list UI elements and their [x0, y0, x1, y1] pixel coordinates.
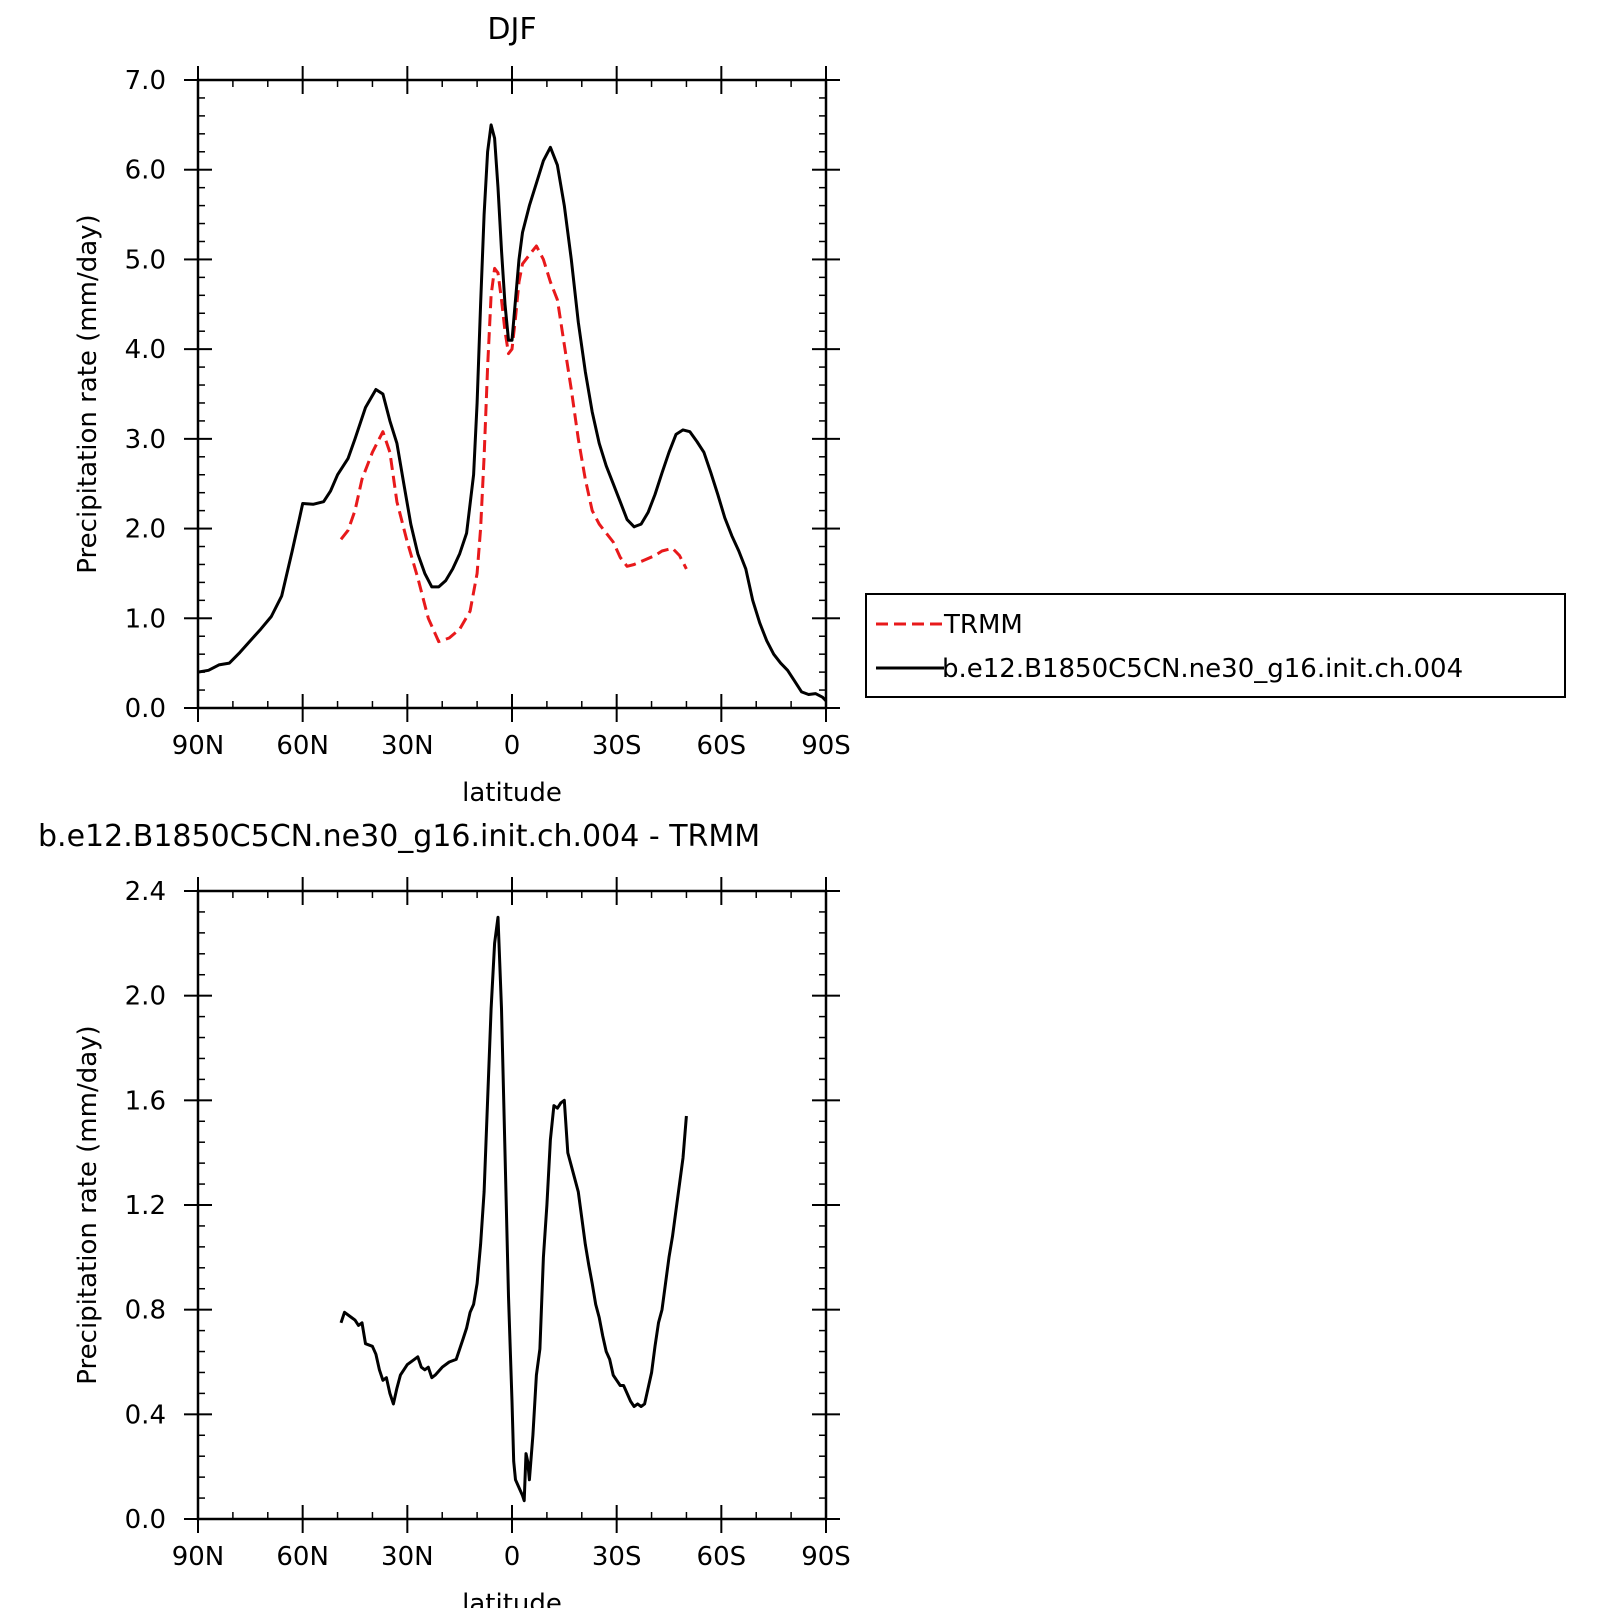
bottom-panel: b.e12.B1850C5CN.ne30_g16.init.ch.004 - T…: [38, 819, 851, 1608]
bottom-x-tick-label: 60N: [276, 1542, 329, 1572]
legend-label-model: b.e12.B1850C5CN.ne30_g16.init.ch.004: [942, 654, 1463, 684]
bottom-x-tick-label: 30S: [592, 1542, 642, 1572]
top-x-tick-label: 90S: [801, 731, 851, 761]
bottom-x-tick-label: 90S: [801, 1542, 851, 1572]
top-x-tick-label: 0: [504, 731, 521, 761]
top-series-line-1: [197, 123, 828, 702]
legend-box: [865, 593, 1566, 698]
legend-label-trmm: TRMM: [943, 610, 1023, 640]
top-x-tick-label: 60S: [697, 731, 747, 761]
top-series-line-0: [339, 244, 688, 644]
top-y-tick-label: 0.0: [125, 694, 166, 724]
bottom-y-tick-label: 0.0: [125, 1505, 166, 1535]
top-x-tick-label: 30S: [592, 731, 642, 761]
bottom-x-axis-title: latitude: [462, 1589, 562, 1608]
bottom-y-axis-title: Precipitation rate (mm/day): [73, 1025, 103, 1384]
top-plot-frame: [196, 78, 828, 710]
bottom-series-line-0: [339, 915, 688, 1503]
bottom-y-tick-label: 2.0: [125, 982, 166, 1012]
legend: TRMM b.e12.B1850C5CN.ne30_g16.init.ch.00…: [865, 593, 1566, 698]
top-y-tick-label: 2.0: [125, 515, 166, 545]
bottom-x-tick-label: 30N: [381, 1542, 434, 1572]
bottom-y-tick-label: 0.4: [125, 1400, 166, 1430]
top-y-tick-label: 4.0: [125, 335, 166, 365]
bottom-y-tick-label: 2.4: [125, 877, 166, 907]
bottom-y-tick-label: 1.2: [125, 1191, 166, 1221]
top-y-tick-label: 6.0: [125, 156, 166, 186]
top-x-tick-label: 90N: [172, 731, 225, 761]
top-panel-title: DJF: [487, 12, 536, 47]
top-y-tick-label: 1.0: [125, 604, 166, 634]
top-x-axis-title: latitude: [462, 778, 562, 808]
bottom-x-tick-label: 0: [504, 1542, 521, 1572]
top-y-tick-label: 7.0: [125, 66, 166, 96]
top-panel: DJF 90N 60N 30N 0 30S 60S 90S 0.0 1.0 2.0 3.0 4.0 5.…: [73, 12, 851, 808]
top-y-axis-title: Precipitation rate (mm/day): [73, 214, 103, 573]
top-x-tick-label: 30N: [381, 731, 434, 761]
bottom-panel-title: b.e12.B1850C5CN.ne30_g16.init.ch.004 - T…: [38, 819, 760, 854]
top-y-tick-label: 5.0: [125, 245, 166, 275]
bottom-x-tick-label: 90N: [172, 1542, 225, 1572]
top-x-tick-label: 60N: [276, 731, 329, 761]
bottom-y-tick-label: 0.8: [125, 1296, 166, 1326]
bottom-x-tick-label: 60S: [697, 1542, 747, 1572]
top-y-tick-label: 3.0: [125, 425, 166, 455]
bottom-y-tick-label: 1.6: [125, 1086, 166, 1116]
